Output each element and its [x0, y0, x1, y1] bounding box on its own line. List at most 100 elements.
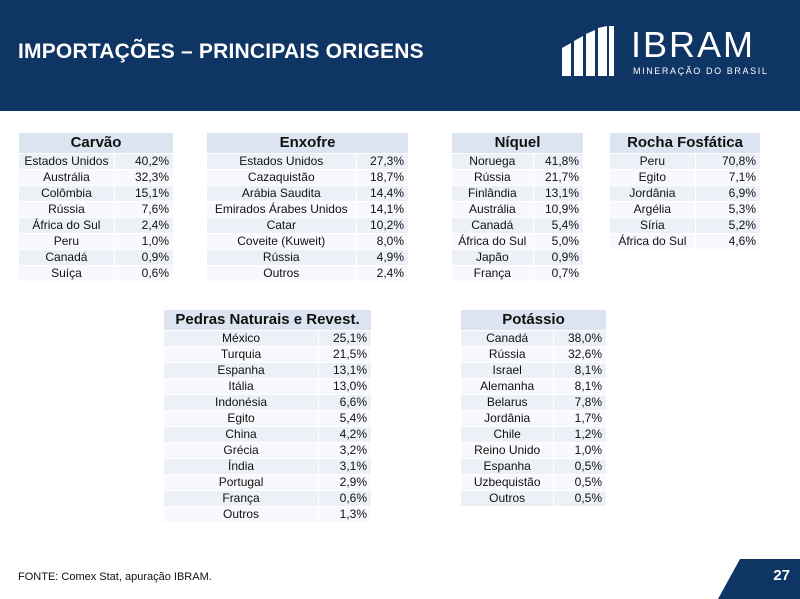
table-row: Arábia Saudita 14,4%: [206, 185, 410, 202]
share-cell: 7,1%: [694, 169, 762, 186]
table-row: África do Sul 5,0%: [451, 233, 585, 250]
country-cell: Peru: [609, 153, 696, 170]
share-cell: 32,3%: [113, 169, 175, 186]
table-row: França 0,7%: [451, 265, 585, 282]
table-pedras-naturais: Pedras Naturais e Revest. México 25,1% Tur…: [162, 309, 372, 523]
share-cell: 10,9%: [532, 201, 585, 218]
table-row: Rússia 7,6%: [18, 201, 175, 218]
header-banner: IMPORTAÇÕES – PRINCIPAIS ORIGENS IBRAM M…: [0, 0, 800, 111]
table-row: Chile 1,2%: [459, 426, 607, 443]
table-row: Canadá 0,9%: [18, 249, 175, 266]
share-cell: 13,1%: [532, 185, 585, 202]
share-cell: 8,0%: [355, 233, 410, 250]
share-cell: 5,4%: [532, 217, 585, 234]
table-row: Belarus 7,8%: [459, 394, 607, 411]
share-cell: 1,0%: [553, 442, 607, 459]
table-row: Peru 70,8%: [609, 153, 762, 170]
country-cell: Arábia Saudita: [206, 185, 357, 202]
country-cell: Emirados Árabes Unidos: [206, 201, 357, 218]
share-cell: 5,2%: [694, 217, 762, 234]
share-cell: 1,3%: [318, 506, 372, 523]
table-row: África do Sul 4,6%: [609, 233, 762, 250]
table-rocha-fosfatica: Rocha Fosfática Peru 70,8% Egito 7,1% Jordân…: [609, 132, 762, 250]
table-row: Colômbia 15,1%: [18, 185, 175, 202]
table-row: Noruega 41,8%: [451, 153, 585, 170]
table-row: Emirados Árabes Unidos 14,1%: [206, 201, 410, 218]
share-cell: 32,6%: [553, 346, 607, 363]
table-niquel: Níquel Noruega 41,8% Rússia 21,7% Finlândia 1…: [451, 132, 585, 282]
country-cell: Itália: [162, 378, 320, 395]
table-row: Estados Unidos 27,3%: [206, 153, 410, 170]
table-row: Rússia 32,6%: [459, 346, 607, 363]
share-cell: 4,6%: [694, 233, 762, 250]
country-cell: Coveite (Kuweit): [206, 233, 357, 250]
share-cell: 3,1%: [318, 458, 372, 475]
table-row: Canadá 5,4%: [451, 217, 585, 234]
share-cell: 0,6%: [113, 265, 175, 282]
table-row: França 0,6%: [162, 490, 372, 507]
table-row: Coveite (Kuweit) 8,0%: [206, 233, 410, 250]
share-cell: 4,9%: [355, 249, 410, 266]
page-number: 27: [773, 567, 790, 584]
share-cell: 25,1%: [318, 330, 372, 347]
country-cell: Outros: [459, 490, 555, 507]
country-cell: Uzbequistão: [459, 474, 555, 491]
share-cell: 0,9%: [113, 249, 175, 266]
table-row: Rússia 21,7%: [451, 169, 585, 186]
table-row: Jordânia 6,9%: [609, 185, 762, 202]
table-title: Pedras Naturais e Revest.: [163, 309, 372, 330]
table-title: Carvão: [18, 132, 174, 153]
share-cell: 0,5%: [553, 458, 607, 475]
share-cell: 40,2%: [113, 153, 175, 170]
country-cell: Peru: [18, 233, 115, 250]
country-cell: África do Sul: [609, 233, 696, 250]
table-row: Jordânia 1,7%: [459, 410, 607, 427]
table-row: Egito 5,4%: [162, 410, 372, 427]
table-row: Japão 0,9%: [451, 249, 585, 266]
table-row: Peru 1,0%: [18, 233, 175, 250]
source-note: FONTE: Comex Stat, apuração IBRAM.: [18, 571, 212, 583]
share-cell: 0,6%: [318, 490, 372, 507]
share-cell: 27,3%: [355, 153, 410, 170]
share-cell: 6,9%: [694, 185, 762, 202]
table-title: Rocha Fosfática: [609, 132, 761, 153]
share-cell: 8,1%: [553, 378, 607, 395]
country-cell: Austrália: [451, 201, 534, 218]
country-cell: Catar: [206, 217, 357, 234]
table-row: Outros 2,4%: [206, 265, 410, 282]
share-cell: 1,0%: [113, 233, 175, 250]
share-cell: 38,0%: [553, 330, 607, 347]
share-cell: 1,2%: [553, 426, 607, 443]
country-cell: Belarus: [459, 394, 555, 411]
country-cell: França: [162, 490, 320, 507]
logo-tagline: MINERAÇÃO DO BRASIL: [633, 66, 769, 76]
table-row: Catar 10,2%: [206, 217, 410, 234]
country-cell: Jordânia: [459, 410, 555, 427]
table-row: Itália 13,0%: [162, 378, 372, 395]
country-cell: Espanha: [459, 458, 555, 475]
share-cell: 2,9%: [318, 474, 372, 491]
country-cell: Portugal: [162, 474, 320, 491]
country-cell: Austrália: [18, 169, 115, 186]
country-cell: Alemanha: [459, 378, 555, 395]
share-cell: 5,4%: [318, 410, 372, 427]
country-cell: Reino Unido: [459, 442, 555, 459]
share-cell: 10,2%: [355, 217, 410, 234]
share-cell: 7,8%: [553, 394, 607, 411]
share-cell: 41,8%: [532, 153, 585, 170]
table-enxofre: Enxofre Estados Unidos 27,3% Cazaquistão 18…: [206, 132, 410, 282]
country-cell: Canadá: [18, 249, 115, 266]
share-cell: 0,9%: [532, 249, 585, 266]
country-cell: Estados Unidos: [18, 153, 115, 170]
table-row: Estados Unidos 40,2%: [18, 153, 175, 170]
table-row: Israel 8,1%: [459, 362, 607, 379]
share-cell: 13,0%: [318, 378, 372, 395]
page-title: IMPORTAÇÕES – PRINCIPAIS ORIGENS: [18, 40, 424, 63]
share-cell: 1,7%: [553, 410, 607, 427]
ibram-bars-icon: [562, 26, 614, 76]
table-row: Austrália 10,9%: [451, 201, 585, 218]
country-cell: Chile: [459, 426, 555, 443]
country-cell: Japão: [451, 249, 534, 266]
country-cell: Espanha: [162, 362, 320, 379]
table-row: Grécia 3,2%: [162, 442, 372, 459]
